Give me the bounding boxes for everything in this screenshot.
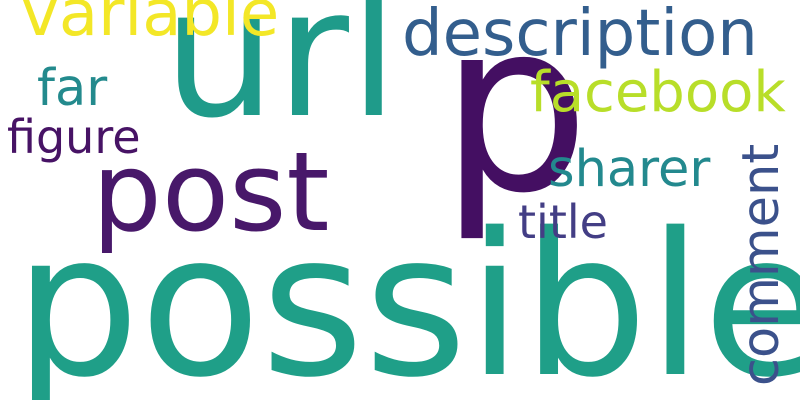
word-figure: figure bbox=[7, 110, 141, 164]
word-url: url bbox=[163, 0, 399, 157]
word-sharer: sharer bbox=[548, 140, 711, 199]
word-post: post bbox=[92, 128, 330, 256]
word-description: description bbox=[402, 0, 758, 71]
word-variable: variable bbox=[21, 0, 280, 51]
word-comment: comment bbox=[732, 143, 791, 386]
word-possible: possible bbox=[14, 190, 800, 400]
word-title: title bbox=[518, 195, 608, 249]
word-facebook: facebook bbox=[530, 60, 786, 125]
word-far: far bbox=[37, 59, 108, 118]
word-p: p bbox=[440, 0, 590, 245]
